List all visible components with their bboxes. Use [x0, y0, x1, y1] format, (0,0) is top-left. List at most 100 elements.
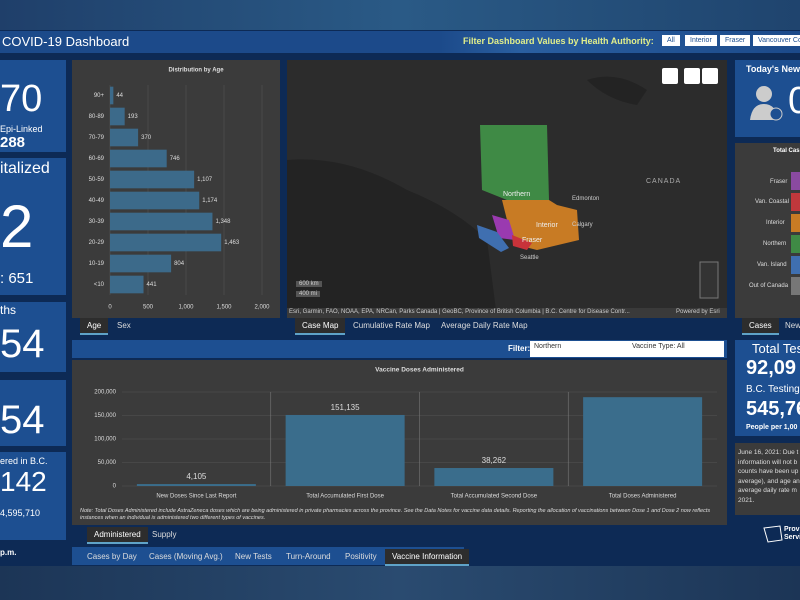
bar [583, 397, 703, 486]
stat-label: italized [0, 160, 50, 177]
y-tick-label: 150,000 [94, 413, 116, 419]
data-label: 804 [174, 261, 185, 267]
stat-label: Today's New C [746, 64, 800, 74]
stat-sub: : 651 [0, 270, 34, 287]
tab[interactable]: Age [80, 318, 109, 335]
bar [110, 275, 144, 294]
category-label: Van. Coastal [755, 199, 789, 205]
data-label: 1,463 [224, 240, 240, 246]
stat-label: B.C. Testing [746, 384, 800, 395]
bar [110, 149, 167, 168]
y-tick-label: 200,000 [94, 390, 116, 396]
stat-label: Total Tes [752, 341, 800, 356]
y-tick-label: 30-39 [89, 219, 105, 225]
tab[interactable]: Positivity [345, 552, 377, 561]
stat-value: 0 [788, 80, 800, 122]
stat-card [0, 452, 66, 540]
y-tick-label: 20-29 [89, 240, 105, 246]
y-tick-label: 50,000 [98, 460, 117, 466]
x-tick-label: 1,000 [178, 305, 194, 311]
tab[interactable]: Cases [742, 318, 779, 335]
age-chart: Distribution by Age 0 500 1,000 1,500 2,000 90… [89, 68, 271, 311]
x-tick-label: Total Doses Administered [609, 494, 677, 500]
background-blur [0, 566, 800, 600]
tab[interactable]: Sex [117, 321, 131, 330]
category-swatches [791, 172, 800, 295]
chart-title: Total Cas [773, 148, 800, 154]
tab[interactable]: Administered [87, 527, 148, 544]
bar [110, 254, 172, 273]
y-tick-label: 80-89 [89, 114, 105, 120]
stat-sub: 288 [0, 134, 26, 151]
logo-mark [763, 525, 783, 543]
filter-button[interactable]: Fraser [720, 35, 751, 46]
y-tick-label: 90+ [94, 93, 105, 99]
y-tick-label: 0 [113, 484, 117, 490]
stat-label: Epi-Linked [0, 124, 43, 134]
region-island [477, 225, 509, 252]
category-label: Northern [763, 241, 787, 247]
attribution-bar [287, 308, 727, 318]
bar [110, 191, 200, 210]
stat-value: 70 [0, 78, 43, 120]
y-tick-label: 100,000 [94, 437, 116, 443]
tab[interactable]: Cases (Moving Avg.) [149, 552, 223, 561]
note-line: June 16, 2021: Due t [738, 449, 799, 456]
tab[interactable]: Turn-Around [286, 552, 331, 561]
tab[interactable]: Cumulative Rate Map [353, 321, 430, 330]
data-label: 44 [116, 93, 123, 99]
logo-line: Provi [784, 526, 800, 533]
note-panel [735, 443, 800, 515]
stat-card [0, 302, 66, 372]
tab[interactable]: New [785, 321, 800, 330]
region-interior [502, 200, 579, 250]
filter-label: Filter Dashboard Values by Health Author… [463, 36, 654, 46]
filter-button[interactable]: Interior [685, 35, 717, 46]
tab[interactable]: New Tests [235, 552, 272, 561]
stat-value: 92,09 [746, 357, 797, 379]
map-scale: 400 mi [296, 291, 321, 297]
map-button[interactable] [684, 68, 700, 84]
region-select[interactable]: Northern [530, 341, 628, 357]
bar [110, 170, 195, 189]
stat-value: 2 [0, 193, 34, 260]
footer-text: p.m. [0, 548, 17, 557]
stat-card [0, 60, 66, 152]
x-tick-label: 1,500 [216, 305, 232, 311]
data-label: 370 [141, 135, 152, 141]
filter-button[interactable]: Vancouver Co [753, 35, 800, 46]
bottom-tabbar [72, 547, 464, 565]
stat-value: 545,76 [746, 398, 800, 420]
vaccine-select[interactable]: Vaccine Type: All [628, 341, 724, 357]
map-button[interactable] [662, 68, 678, 84]
filter-label: Filter: [508, 344, 531, 353]
x-tick-label: 500 [143, 305, 154, 311]
bar [136, 484, 256, 486]
tab[interactable]: Vaccine Information [385, 549, 470, 566]
tab[interactable]: Cases by Day [87, 552, 137, 561]
stat-card [0, 380, 66, 446]
map-button[interactable] [702, 68, 718, 84]
bar [110, 128, 139, 147]
data-label: 1,174 [202, 198, 218, 204]
stat-card [735, 340, 800, 436]
filter-button[interactable]: All [662, 35, 680, 46]
map-water [587, 76, 647, 105]
y-tick-label: 40-49 [89, 198, 105, 204]
note-line: counts have been up [738, 468, 799, 475]
data-label: 193 [128, 114, 139, 120]
x-tick-label: 0 [108, 305, 112, 311]
category-label: Van. Island [757, 262, 787, 268]
logo-line: Servic [784, 534, 800, 541]
stat-value: 54 [0, 322, 45, 366]
y-tick-label: 60-69 [89, 156, 105, 162]
tab[interactable]: Supply [152, 530, 177, 539]
tab[interactable]: Average Daily Rate Map [441, 321, 528, 330]
stat-label: People per 1,00 [746, 424, 798, 431]
note-line: information will not b [738, 458, 798, 466]
bar [434, 468, 554, 486]
data-label: 38,262 [482, 456, 507, 465]
tab[interactable]: Case Map [295, 318, 346, 335]
data-label: 4,105 [186, 472, 207, 481]
zoom-control[interactable] [699, 261, 719, 299]
